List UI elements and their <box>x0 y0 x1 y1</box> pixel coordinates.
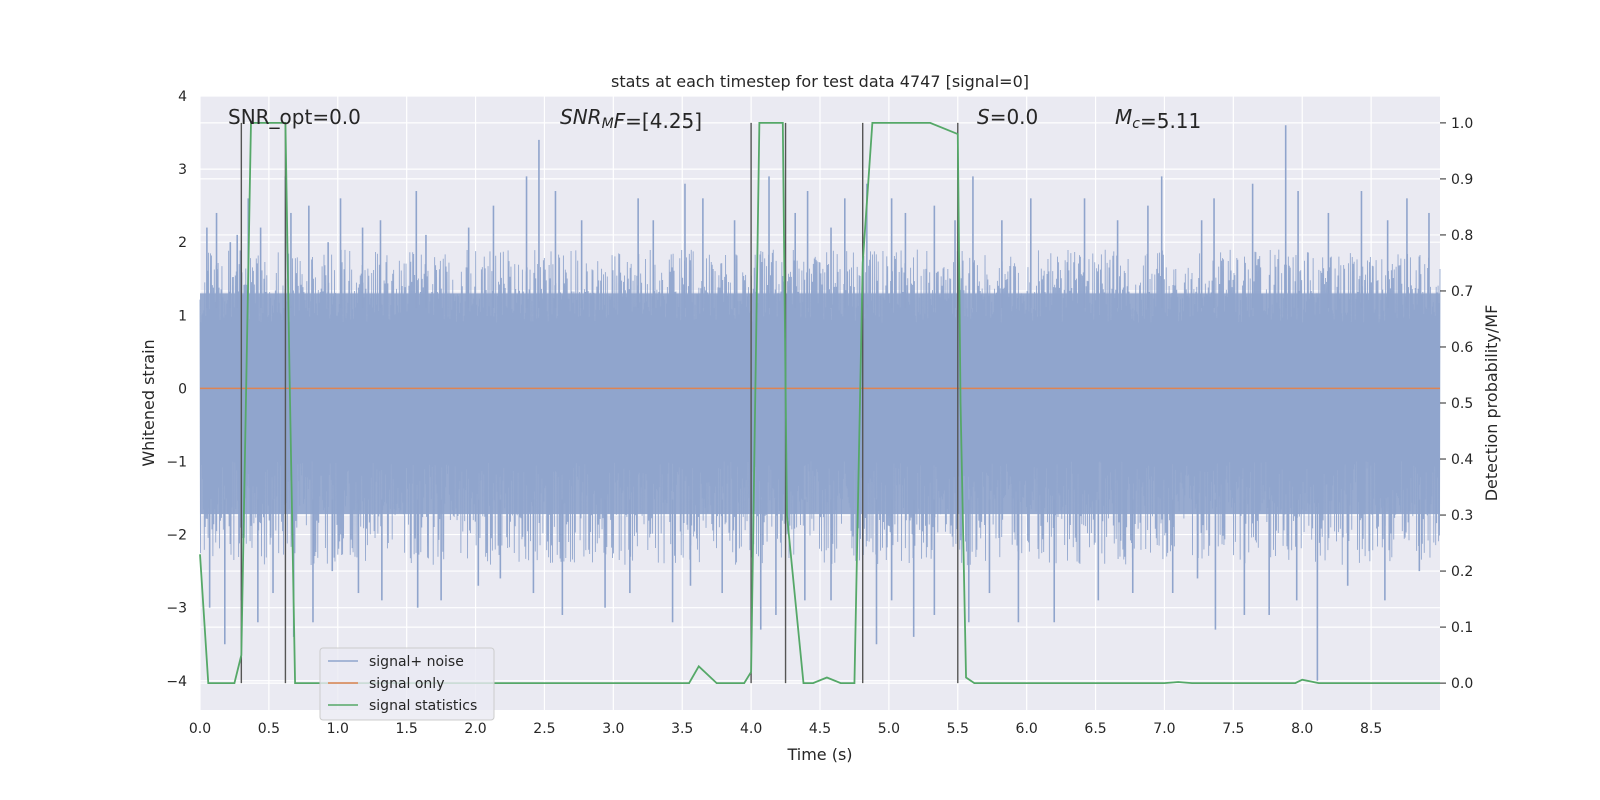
x-tick-label: 1.5 <box>396 721 418 737</box>
y-tick-label: 0 <box>178 381 187 397</box>
x-tick-label: 0.0 <box>189 721 211 737</box>
y-tick-label: −3 <box>166 601 187 617</box>
series-signal-noise <box>199 125 1441 681</box>
y-tick-label: 3 <box>178 162 187 178</box>
annotation-s: S=0.0 <box>977 105 1038 129</box>
x-tick-label: 2.5 <box>533 721 555 737</box>
x-tick-label: 2.0 <box>464 721 486 737</box>
y-axis-label: Whitened strain <box>139 339 158 466</box>
signal-statistics-line <box>199 121 1440 685</box>
y-tick-label: −2 <box>166 528 187 544</box>
legend: signal+ noise signal only signal statist… <box>319 647 495 721</box>
annotation-part: c <box>1132 116 1140 132</box>
chart-title: stats at each timestep for test data 474… <box>611 72 1029 91</box>
y2-tick-label: 0.0 <box>1451 676 1473 692</box>
annotation-part: F <box>614 109 626 133</box>
annotation-mc: Mc=5.11 <box>1115 105 1201 133</box>
legend-label-signal-statistics: signal statistics <box>369 698 477 714</box>
y2-axis-label: Detection probability/MF <box>1482 305 1501 502</box>
y2-tick-label: 0.5 <box>1451 396 1473 412</box>
x-tick-label: 3.5 <box>671 721 693 737</box>
x-tick-label: 3.0 <box>602 721 624 737</box>
annotation-part: SNR_opt=0.0 <box>228 105 361 129</box>
y2-tick-label: 0.9 <box>1451 172 1473 188</box>
annotation-part: SNR <box>560 105 602 129</box>
x-tick-label: 8.0 <box>1291 721 1313 737</box>
x-tick-label: 6.0 <box>1016 721 1038 737</box>
x-tick-label: 7.0 <box>1153 721 1175 737</box>
x-tick-label: 4.5 <box>809 721 831 737</box>
y-tick-label: −1 <box>166 454 187 470</box>
annotation-part: M <box>602 116 614 132</box>
annotation-part: =0.0 <box>990 105 1039 129</box>
y-tick-label: 2 <box>178 235 187 251</box>
series-signal-statistics <box>199 121 1440 685</box>
legend-label-signal-noise: signal+ noise <box>369 654 464 670</box>
annotation-snr-opt: SNR_opt=0.0 <box>228 105 361 129</box>
x-tick-label: 8.5 <box>1360 721 1382 737</box>
y2-tick-label: 0.2 <box>1451 564 1473 580</box>
y2-tick-label: 0.3 <box>1451 508 1473 524</box>
annotation-part: =[4.25] <box>625 109 702 133</box>
annotation-snr-mf: SNRMF=[4.25] <box>560 105 702 133</box>
y-axis-left: 4 3 2 1 0 −1 −2 −3 −4 <box>166 89 187 690</box>
annotation-part: M <box>1115 105 1132 129</box>
x-tick-label: 0.5 <box>258 721 280 737</box>
y2-tick-label: 0.8 <box>1451 228 1473 244</box>
y-tick-label: 1 <box>178 308 187 324</box>
x-tick-label: 6.5 <box>1084 721 1106 737</box>
y2-tick-label: 0.6 <box>1451 340 1473 356</box>
y-tick-label: −4 <box>166 674 187 690</box>
legend-box <box>319 647 495 721</box>
x-tick-label: 4.0 <box>740 721 762 737</box>
y2-tick-label: 0.7 <box>1451 284 1473 300</box>
x-tick-label: 7.5 <box>1222 721 1244 737</box>
x-axis: 0.0 0.5 1.0 1.5 2.0 2.5 3.0 3.5 4.0 4.5 5.0 5.5 6.0 6… <box>189 721 1382 737</box>
y-axis-right: 1.0 0.9 0.8 0.7 0.6 0.5 0.4 0.3 0.2 0.1 0.0 <box>1440 116 1473 692</box>
x-tick-label: 5.5 <box>947 721 969 737</box>
annotations: SNR_opt=0.0 SNRMF=[4.25] S=0.0 Mc=5.11 <box>228 105 1201 133</box>
annotation-part: S <box>977 105 990 129</box>
x-tick-label: 1.0 <box>327 721 349 737</box>
x-tick-label: 5.0 <box>878 721 900 737</box>
y-tick-label: 4 <box>178 89 187 105</box>
annotation-part: =5.11 <box>1140 109 1201 133</box>
y2-tick-label: 1.0 <box>1451 116 1473 132</box>
y2-tick-label: 0.4 <box>1451 452 1473 468</box>
y2-tick-label: 0.1 <box>1451 620 1473 636</box>
noise-trace <box>199 249 1441 566</box>
legend-label-signal-only: signal only <box>369 676 444 692</box>
x-axis-label: Time (s) <box>786 745 852 764</box>
